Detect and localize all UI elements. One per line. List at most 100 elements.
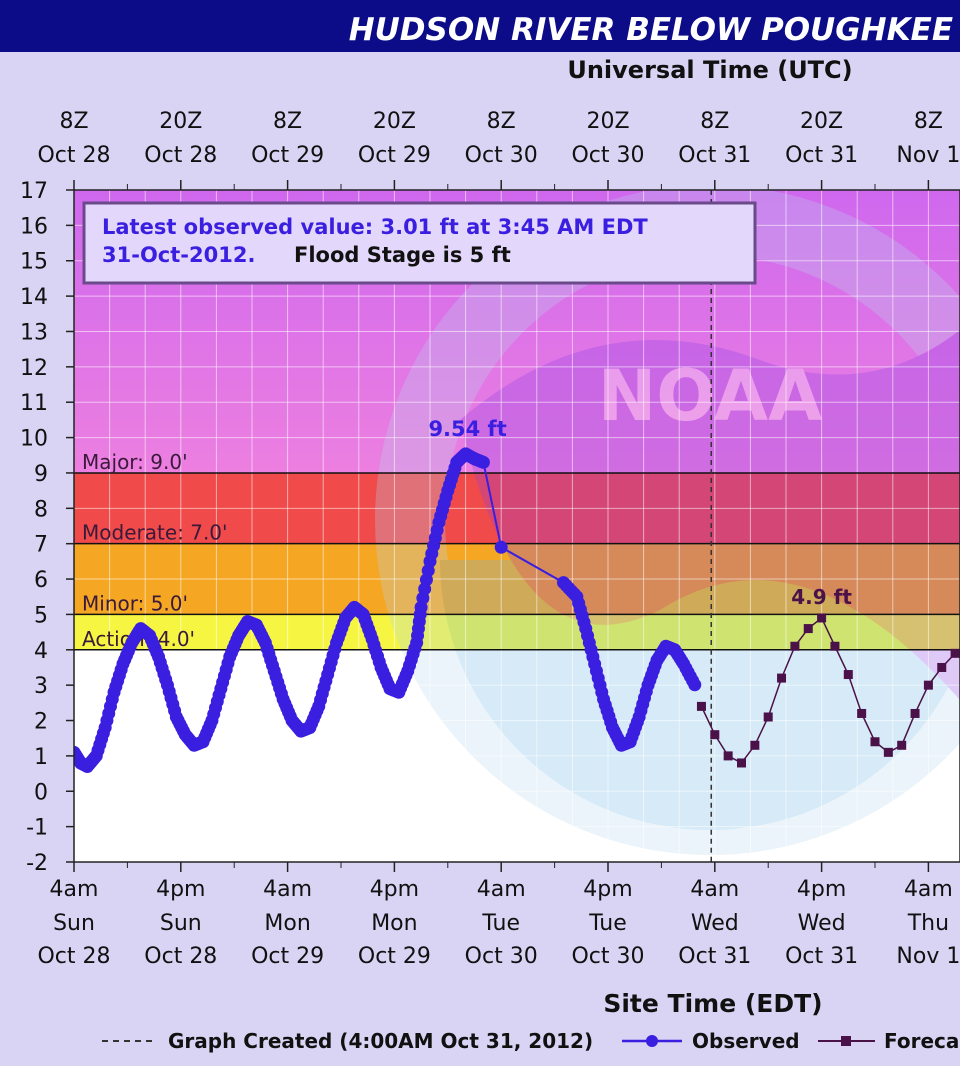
y-tick-label: 14 [20,285,48,310]
forecast-point [790,641,800,651]
top-tick-hour: 8Z [273,109,302,134]
forecast-point [763,712,773,722]
top-axis-label: Universal Time (UTC) [567,56,852,84]
top-tick-date: Oct 30 [571,143,644,168]
bottom-tick-time: 4am [690,877,739,902]
forecast-point [857,708,867,718]
y-tick-label: 13 [20,320,48,345]
forecast-point [937,662,947,672]
y-tick-label: 5 [34,603,48,628]
title-bar [0,0,960,52]
band-label-major: Major: 9.0' [82,450,188,474]
legend-forecast-marker [841,1036,851,1046]
y-tick-label: 15 [20,250,48,275]
bottom-tick-day: Sun [53,911,95,936]
band-label-moderate: Moderate: 7.0' [82,521,228,545]
forecast-point [910,708,920,718]
observed-peak-label: 9.54 ft [428,417,506,441]
top-tick-date: Oct 31 [678,143,751,168]
bottom-tick-day: Thu [907,911,949,936]
y-tick-label: 8 [34,497,48,522]
bottom-tick-day: Sun [160,911,202,936]
y-tick-label: 9 [34,462,48,487]
bottom-tick-date: Oct 28 [144,944,217,969]
flood-category-labels: Action: 4.0'Minor: 5.0'Moderate: 7.0'Maj… [82,450,228,651]
bottom-tick-labels: 4am Sun Oct 28 4pm Sun Oct 28 4am Mon Oct 29 4pm M… [37,862,960,969]
band-label-minor: Minor: 5.0' [82,591,188,615]
bottom-tick-day: Mon [264,911,310,936]
forecast-point [897,740,907,750]
legend-forecast: Foreca [884,1029,959,1053]
forecast-point [737,758,746,768]
forecast-point [803,624,813,634]
top-tick-hour: 20Z [586,109,629,134]
forecast-points [696,613,960,768]
y-tick-label: 11 [20,391,48,416]
info-box: Latest observed value: 3.01 ft at 3:45 A… [82,201,757,285]
forecast-point [883,747,893,757]
bottom-tick-date: Oct 28 [37,944,110,969]
legend-observed-marker [646,1035,658,1047]
top-tick-date: Oct 28 [144,143,217,168]
bottom-tick-time: 4pm [583,877,632,902]
bottom-tick-date: Oct 31 [678,944,751,969]
forecast-point [710,730,720,740]
top-tick-date: Oct 28 [37,143,110,168]
top-tick-labels: 8Z Oct 28 20Z Oct 28 8Z Oct 29 20Z Oct 29 8Z Oct … [37,109,960,190]
y-tick-label: 3 [34,674,48,699]
forecast-point [843,670,853,680]
top-tick-date: Oct 29 [358,143,431,168]
forecast-point [777,673,787,683]
forecast-peak-label: 4.9 ft [791,585,852,609]
bottom-tick-date: Nov 1 [896,944,960,969]
bottom-tick-time: 4pm [370,877,419,902]
bottom-tick-day: Tue [588,911,627,936]
forecast-point [950,648,960,658]
top-tick-hour: 8Z [700,109,729,134]
forecast-point [830,641,840,651]
y-tick-label: 2 [34,710,48,735]
info-box-frame [82,201,757,285]
bottom-tick-day: Tue [481,911,520,936]
legend-graph-created: Graph Created (4:00AM Oct 31, 2012) [168,1029,593,1053]
observed-point [494,540,508,554]
legend: Graph Created (4:00AM Oct 31, 2012) Obse… [102,1029,959,1053]
y-tick-label: 4 [34,639,48,664]
info-date: 31-Oct-2012. [102,243,255,267]
y-tick-label: -1 [26,816,48,841]
observed-point [688,678,702,692]
top-tick-hour: 20Z [159,109,202,134]
legend-observed: Observed [692,1029,800,1053]
bottom-tick-day: Mon [371,911,417,936]
forecast-point [750,740,760,750]
plot-area: NOAA Action: 4.0'Minor: 5.0'Moderate: 7.… [74,190,960,862]
y-tick-label: 10 [20,427,48,452]
bottom-tick-day: Wed [798,911,846,936]
bottom-tick-time: 4am [263,877,312,902]
chart-title: HUDSON RIVER BELOW POUGHKEE [349,12,953,48]
y-tick-label: 1 [34,745,48,770]
y-tick-label: 6 [34,568,48,593]
forecast-point [696,701,706,711]
y-tick-label: 0 [34,780,48,805]
observed-point [476,455,490,469]
y-tick-label: -2 [26,851,48,876]
bottom-tick-date: Oct 31 [785,944,858,969]
bottom-tick-time: 4am [904,877,953,902]
top-tick-hour: 8Z [59,109,88,134]
info-latest-observed: Latest observed value: 3.01 ft at 3:45 A… [102,215,648,239]
threshold-lines [74,472,960,651]
top-tick-date: Oct 30 [465,143,538,168]
y-tick-label: 17 [20,179,48,204]
info-flood-stage: Flood Stage is 5 ft [294,243,511,267]
bottom-tick-time: 4pm [156,877,205,902]
bottom-tick-date: Oct 29 [358,944,431,969]
bottom-tick-time: 4am [477,877,526,902]
y-tick-label: 16 [20,214,48,239]
top-tick-hour: 20Z [373,109,416,134]
bottom-tick-date: Oct 30 [465,944,538,969]
bottom-tick-day: Wed [691,911,739,936]
bottom-tick-date: Oct 30 [571,944,644,969]
